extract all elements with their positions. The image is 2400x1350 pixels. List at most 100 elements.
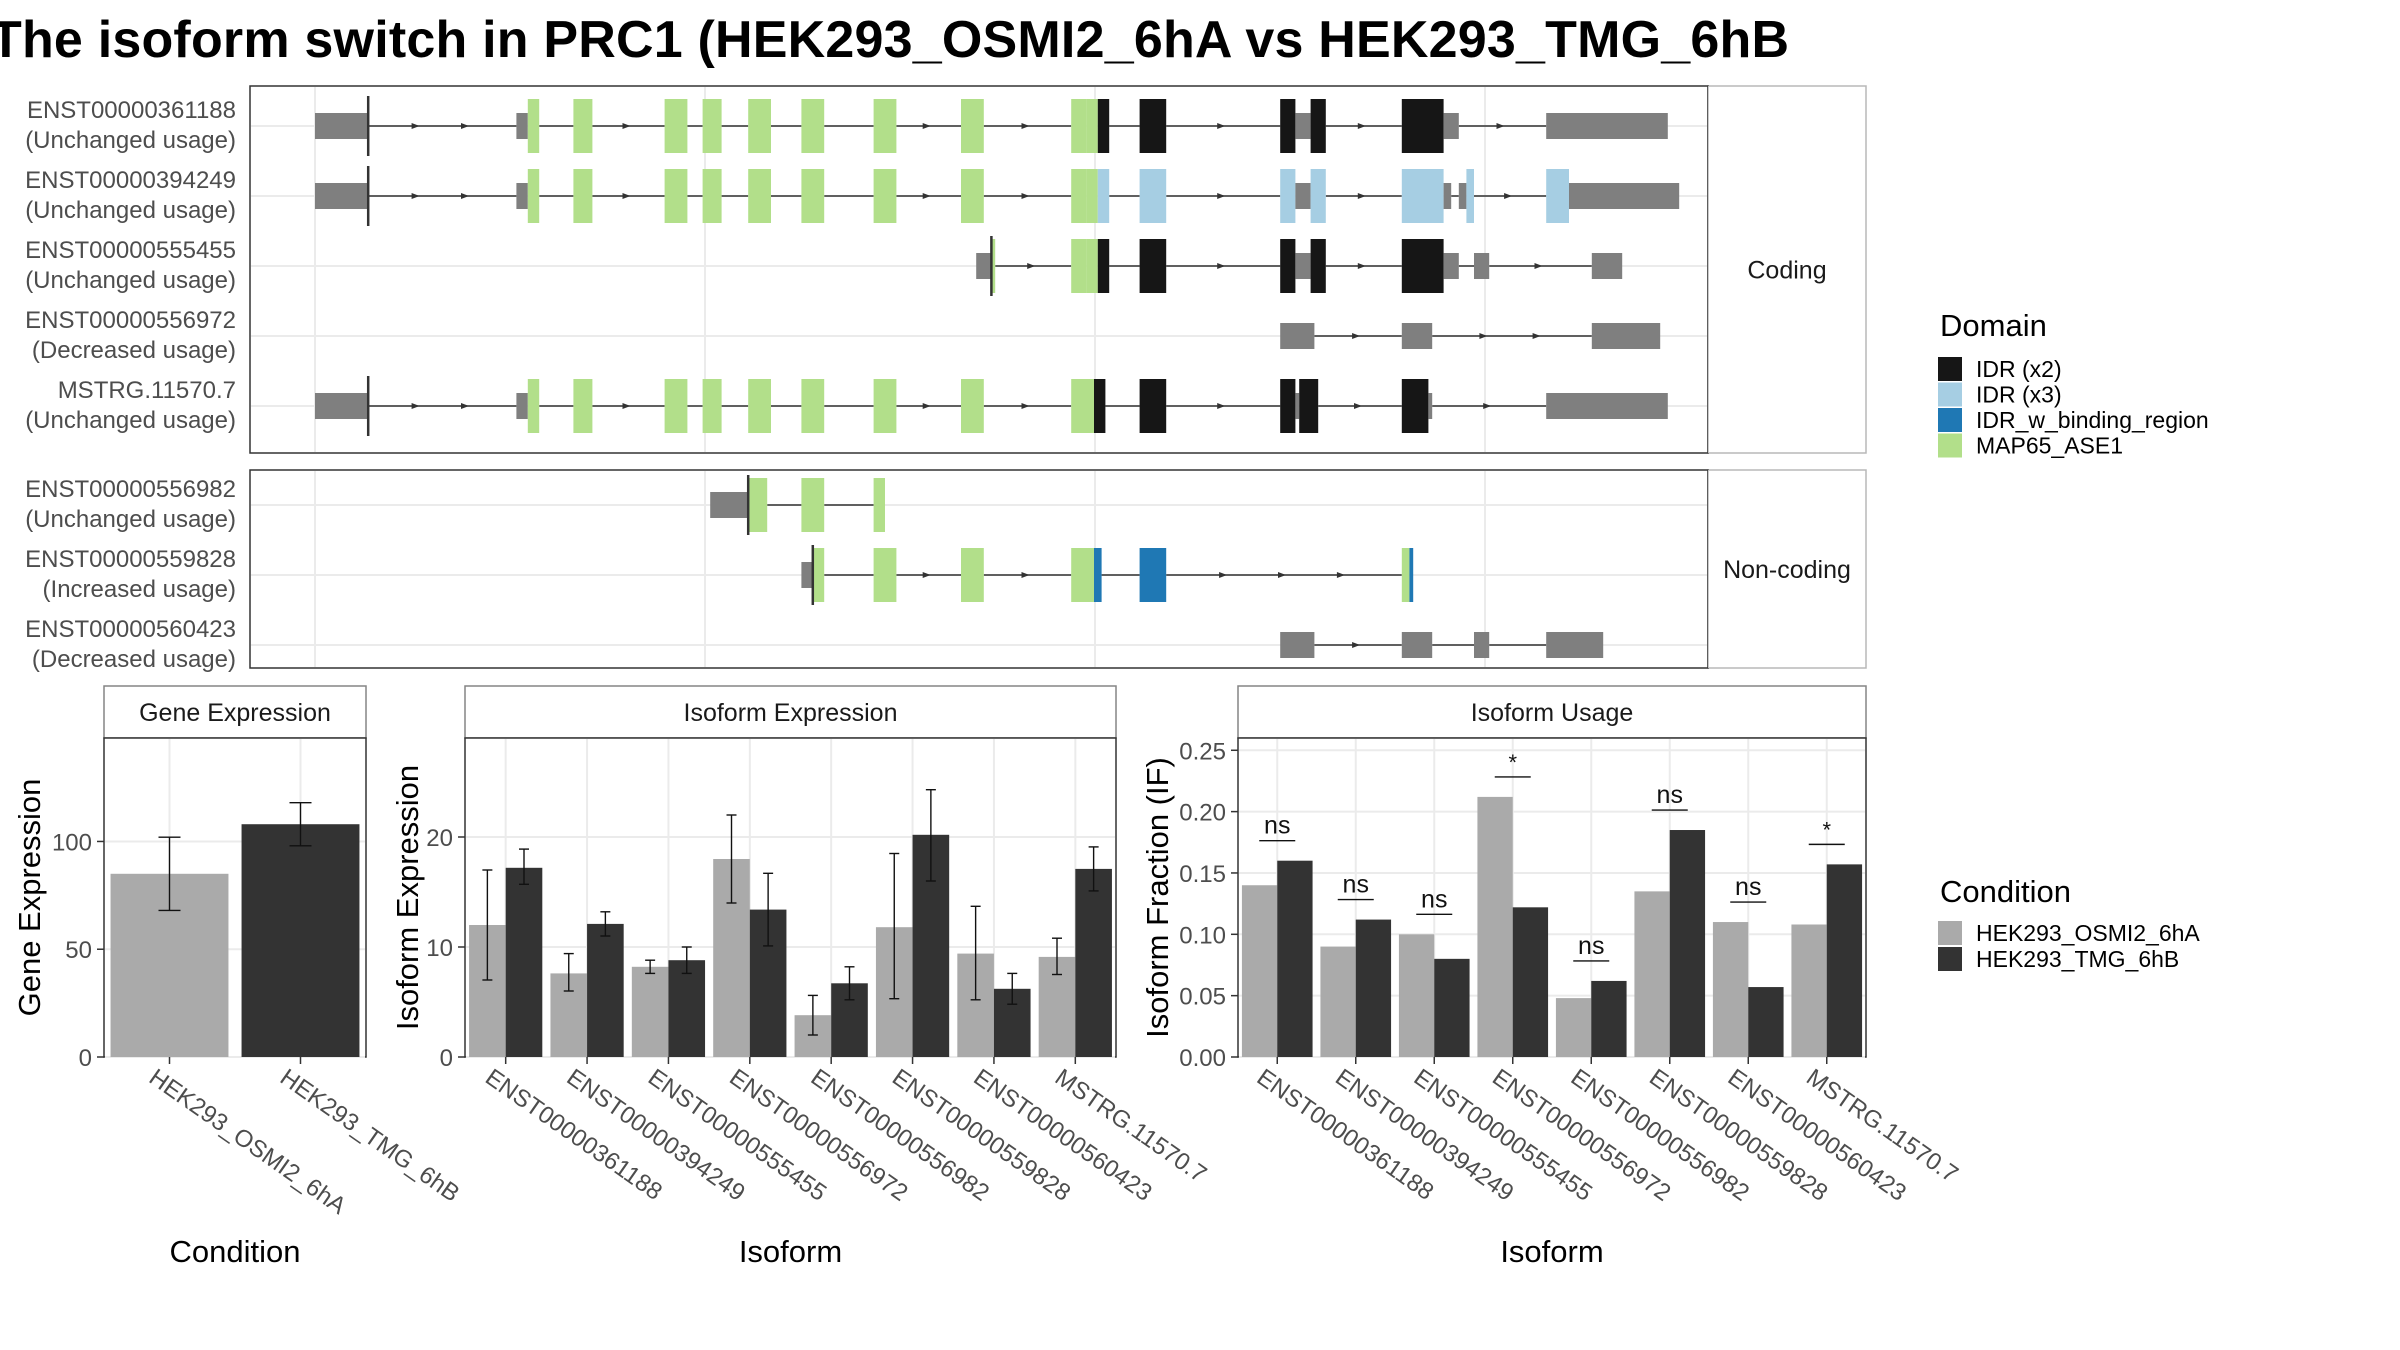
intron-arrow [1483, 403, 1492, 409]
intron-arrow [922, 123, 931, 129]
intron-arrow [1021, 193, 1030, 199]
isoform-usage-label: (Unchanged usage) [25, 127, 236, 154]
isoform-usage-label: (Unchanged usage) [25, 506, 236, 533]
y-axis-label: Isoform Expression [390, 765, 425, 1030]
significance-label: ns [1735, 873, 1761, 901]
intron-arrow [622, 403, 631, 409]
cds-exon [1280, 169, 1296, 223]
facet-strip-label: Non-coding [1723, 556, 1851, 584]
utr-block [1443, 113, 1459, 139]
intron-arrow [1217, 403, 1226, 409]
y-tick-label: 0 [79, 1045, 92, 1072]
y-tick-label: 20 [426, 825, 453, 852]
isoform-label: MSTRG.11570.7 [58, 377, 236, 404]
cds-exon [1086, 169, 1098, 223]
isoform-label: ENST00000556982 [25, 476, 236, 503]
intron-arrow [1021, 403, 1030, 409]
utr-block [315, 393, 369, 419]
facet-strip [1707, 469, 1867, 669]
bar-condition-a [1791, 924, 1827, 1057]
cds-exon [1280, 239, 1296, 293]
intron-arrow [1278, 572, 1286, 578]
cds-exon [527, 169, 540, 223]
domain-legend-label: IDR (x3) [1976, 382, 2062, 408]
intron-arrow [411, 193, 420, 199]
intron-arrow [1352, 333, 1361, 339]
domain-legend-label: IDR (x2) [1976, 356, 2062, 382]
cds-exon [1071, 548, 1094, 602]
y-tick-label: 0.10 [1179, 922, 1226, 949]
utr-block [1295, 183, 1311, 209]
utr-block [1474, 632, 1490, 658]
significance-label: * [1508, 750, 1517, 775]
y-tick-label: 0.15 [1179, 861, 1226, 888]
bar-condition-a [1477, 796, 1513, 1057]
cds-exon [961, 379, 984, 433]
cds-exon [664, 169, 688, 223]
cds-exon [1139, 379, 1167, 433]
utr-block [516, 183, 528, 209]
bar-condition-a [1555, 998, 1592, 1057]
cds-exon [801, 169, 825, 223]
x-axis-label: Isoform [1500, 1234, 1603, 1269]
condition-legend-swatch [1938, 921, 1962, 945]
utr-block [976, 253, 992, 279]
cds-exon [1139, 239, 1167, 293]
y-axis-label: Isoform Fraction (IF) [1140, 757, 1175, 1038]
cds-exon [573, 379, 593, 433]
cds-exon [961, 99, 984, 153]
significance-label: ns [1578, 932, 1604, 960]
cds-exon [702, 169, 722, 223]
intron-arrow [1357, 123, 1366, 129]
cds-exon [873, 99, 897, 153]
isoform-usage-label: (Increased usage) [43, 576, 236, 603]
bar-condition-a [1712, 922, 1749, 1057]
cds-exon [873, 548, 897, 602]
cds-exon [1401, 548, 1410, 602]
bar-condition-b [505, 867, 543, 1057]
significance-label: ns [1421, 885, 1447, 913]
cds-exon [1071, 169, 1087, 223]
y-tick-label: 0.05 [1179, 984, 1226, 1011]
domain-legend-label: IDR_w_binding_region [1976, 407, 2209, 433]
domain-legend-swatch [1938, 382, 1962, 407]
intron-arrow [1496, 123, 1505, 129]
utr-block [1569, 183, 1680, 209]
domain-legend-title: Domain [1940, 308, 2047, 343]
x-axis-label: Condition [170, 1234, 301, 1269]
intron-arrow [1357, 193, 1366, 199]
intron-arrow [1336, 572, 1345, 578]
y-tick-label: 0.25 [1179, 738, 1226, 765]
bar-condition-b [1075, 868, 1112, 1057]
intron-arrow [1532, 333, 1541, 339]
intron-arrow [1352, 642, 1361, 648]
cds-exon [1310, 239, 1326, 293]
bar-condition-a [1241, 885, 1278, 1057]
utr-block [315, 113, 369, 139]
cds-exon [1401, 239, 1444, 293]
intron-arrow [1217, 263, 1226, 269]
bar-condition-a [1320, 946, 1356, 1057]
cds-exon [1139, 99, 1167, 153]
intron-arrow [1479, 333, 1488, 339]
cds-exon [1401, 99, 1444, 153]
intron-arrow [1021, 123, 1030, 129]
significance-label: ns [1264, 812, 1290, 840]
cds-exon [748, 379, 771, 433]
bar-condition-b [1355, 919, 1392, 1057]
cds-exon [1280, 379, 1296, 433]
utr-block [1401, 632, 1433, 658]
cds-exon [1299, 379, 1319, 433]
intron-arrow [1357, 263, 1366, 269]
utr-block [801, 562, 813, 588]
x-axis-label: Isoform [739, 1234, 842, 1269]
condition-legend-label: HEK293_OSMI2_6hA [1976, 920, 2200, 946]
condition-legend-label: HEK293_TMG_6hB [1976, 946, 2179, 972]
y-axis-label: Gene Expression [12, 779, 47, 1017]
isoform-usage-label: (Decreased usage) [32, 646, 236, 673]
panel-strip [1237, 685, 1867, 739]
utr-block [1591, 253, 1607, 279]
bar-condition-a [1398, 934, 1435, 1057]
bar-condition-a [1634, 891, 1670, 1057]
